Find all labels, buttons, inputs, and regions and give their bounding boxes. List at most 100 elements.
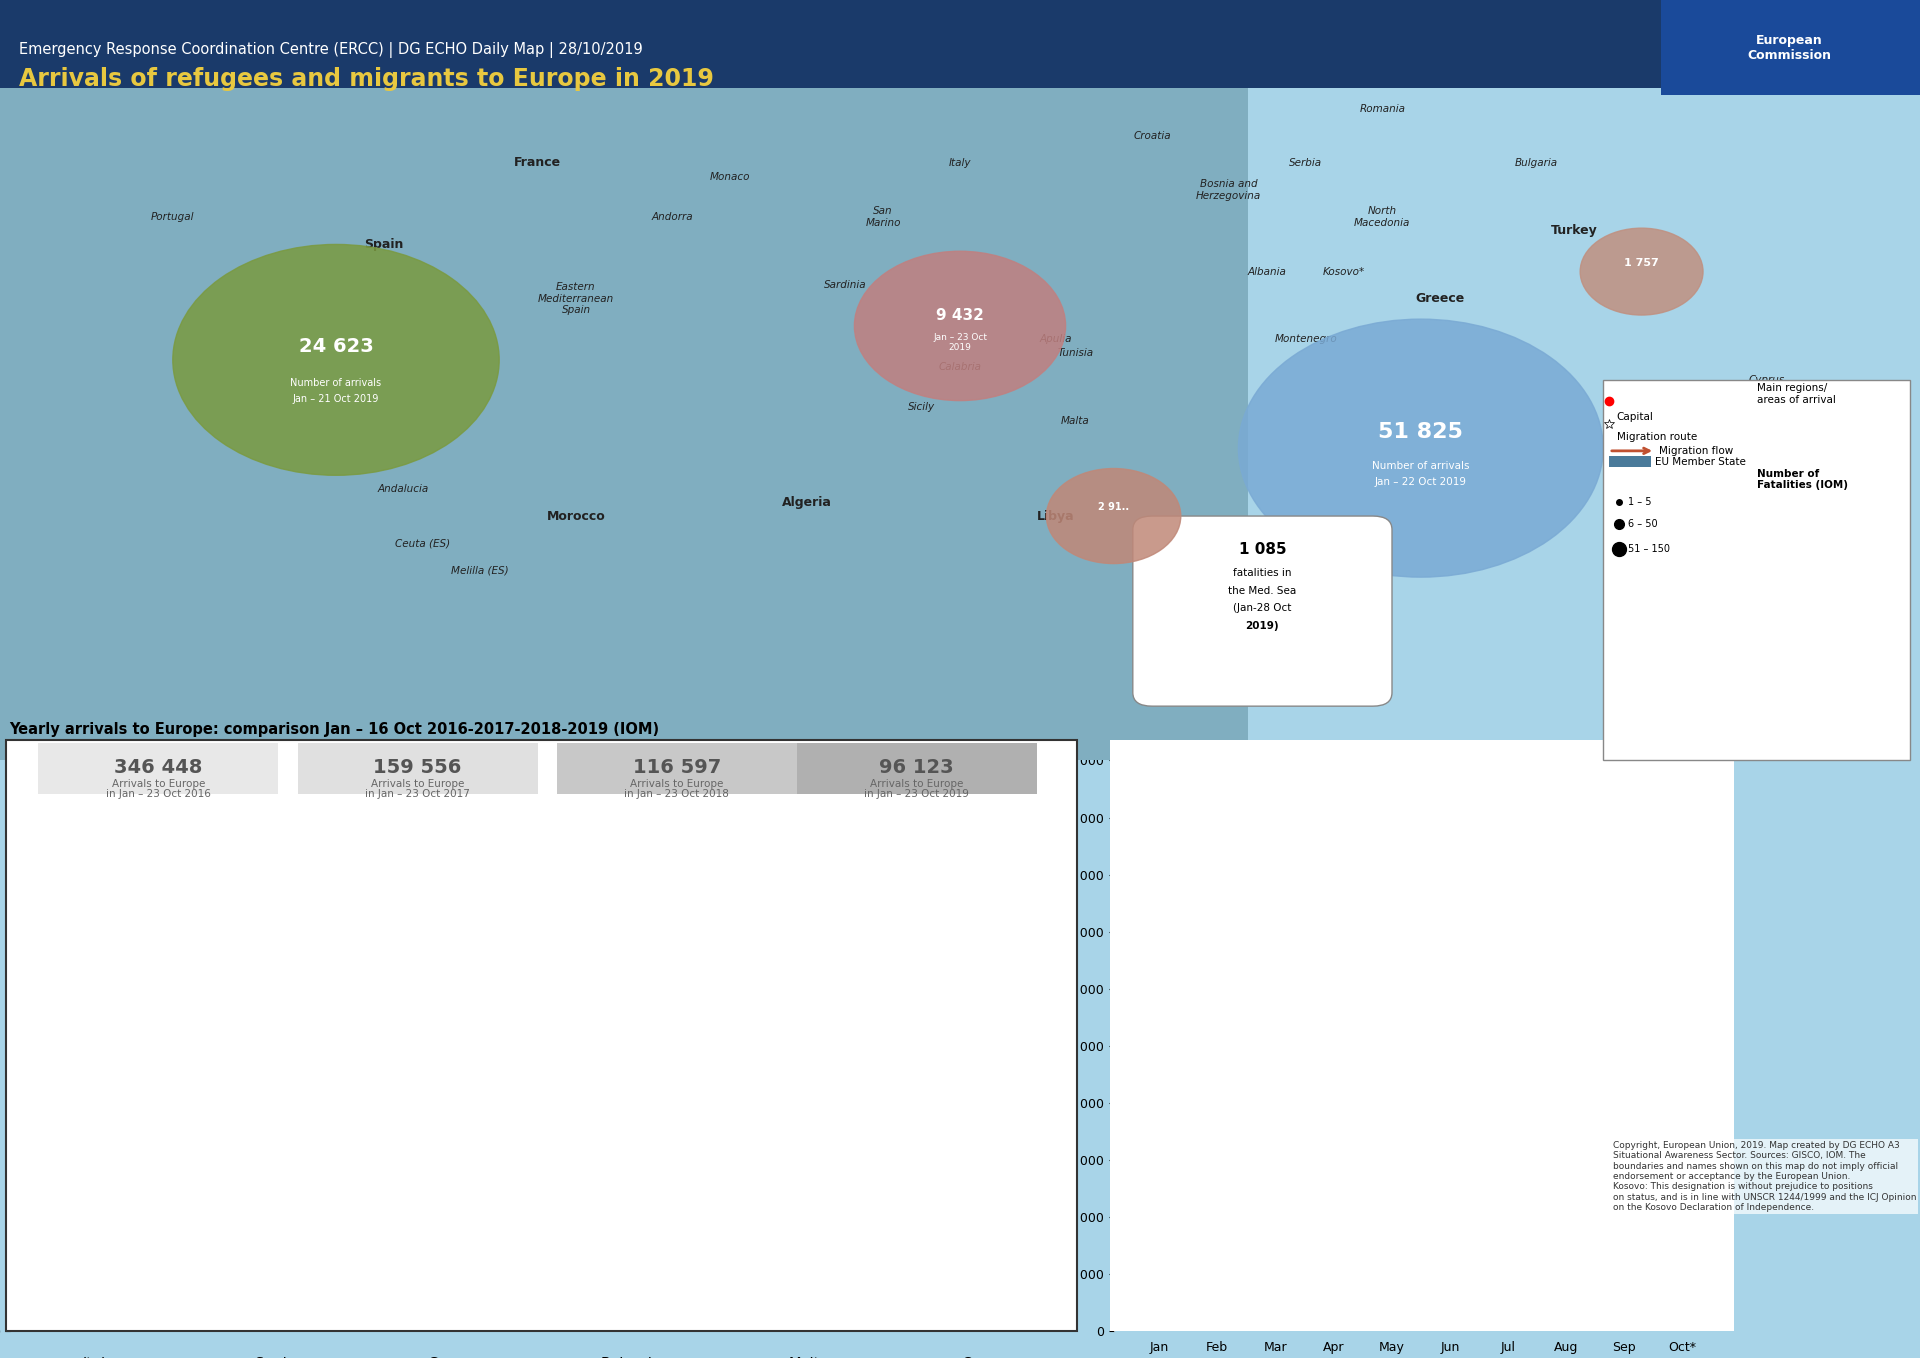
Bar bbox=[100, 1258, 129, 1331]
Text: 96 123: 96 123 bbox=[879, 759, 954, 777]
Bar bbox=[1315, 1279, 1352, 1285]
Bar bbox=[1607, 1234, 1642, 1251]
Text: Arrivals to Europe: Arrivals to Europe bbox=[111, 779, 205, 789]
Bar bbox=[424, 1252, 451, 1331]
Text: Kosovo*: Kosovo* bbox=[1323, 266, 1365, 277]
Bar bbox=[841, 1323, 870, 1331]
Text: 5 575: 5 575 bbox=[1797, 528, 1832, 539]
Circle shape bbox=[173, 244, 499, 475]
Text: (Jan-28 Oct: (Jan-28 Oct bbox=[1233, 603, 1292, 614]
Bar bbox=[215, 1305, 244, 1331]
Text: 159 556: 159 556 bbox=[372, 759, 463, 777]
Bar bbox=[1607, 1251, 1642, 1331]
Text: 116 597: 116 597 bbox=[634, 759, 720, 777]
Text: Portugal: Portugal bbox=[152, 212, 194, 223]
Bar bbox=[664, 1328, 691, 1331]
Text: Jan – 23 Oct
2019: Jan – 23 Oct 2019 bbox=[933, 333, 987, 352]
FancyBboxPatch shape bbox=[0, 0, 1920, 88]
Text: Libya: Libya bbox=[1037, 509, 1075, 523]
FancyBboxPatch shape bbox=[557, 743, 797, 794]
Text: 1 757: 1 757 bbox=[1624, 258, 1659, 269]
Text: Migration route: Migration route bbox=[1617, 432, 1697, 443]
Bar bbox=[455, 1210, 484, 1331]
Bar bbox=[1020, 1309, 1046, 1331]
Bar bbox=[131, 1300, 159, 1331]
Text: Number of arrivals: Number of arrivals bbox=[1373, 460, 1469, 471]
Text: Main regions/
areas of arrival: Main regions/ areas of arrival bbox=[1757, 383, 1836, 405]
Text: France: France bbox=[515, 156, 561, 170]
Text: Number of
Fatalities (IOM): Number of Fatalities (IOM) bbox=[1757, 469, 1847, 490]
Text: EU Member State: EU Member State bbox=[1655, 456, 1745, 467]
Text: Jan – 21 Oct 2019: Jan – 21 Oct 2019 bbox=[294, 394, 378, 405]
FancyBboxPatch shape bbox=[1110, 740, 1734, 1331]
Bar bbox=[1549, 1219, 1584, 1240]
Bar bbox=[1315, 1199, 1352, 1279]
Text: Yearly arrivals to Europe: comparison Jan – 16 Oct 2016-2017-2018-2019 (IOM): Yearly arrivals to Europe: comparison Ja… bbox=[10, 722, 660, 737]
Text: 51 825: 51 825 bbox=[1379, 422, 1463, 441]
Text: Melilla (ES): Melilla (ES) bbox=[451, 565, 509, 576]
Text: 346 448: 346 448 bbox=[113, 759, 204, 777]
Bar bbox=[1258, 1287, 1292, 1297]
Text: 6 – 50: 6 – 50 bbox=[1628, 519, 1657, 530]
Text: Andalucia: Andalucia bbox=[378, 483, 428, 494]
Bar bbox=[634, 1324, 660, 1331]
Bar bbox=[1375, 1173, 1409, 1253]
Circle shape bbox=[1046, 469, 1181, 564]
Bar bbox=[1258, 1203, 1292, 1287]
Bar bbox=[38, 872, 65, 1331]
Text: Jan – 30 Sep
2019: Jan – 30 Sep 2019 bbox=[1791, 547, 1837, 566]
Text: Turkey: Turkey bbox=[1551, 224, 1597, 238]
Text: Malta: Malta bbox=[1062, 416, 1089, 426]
Text: Greece: Greece bbox=[1415, 292, 1465, 306]
Text: fatalities in: fatalities in bbox=[1233, 568, 1292, 579]
Text: Italy: Italy bbox=[948, 158, 972, 168]
Title: 2019 monthly arrivals to
Spain, Italy and Greece (IOM): 2019 monthly arrivals to Spain, Italy an… bbox=[1294, 717, 1548, 752]
Bar bbox=[1200, 1282, 1235, 1287]
Bar bbox=[1375, 1253, 1409, 1268]
Legend: Spain, Italy, Greece: Spain, Italy, Greece bbox=[1119, 767, 1361, 790]
Text: Capital: Capital bbox=[1617, 411, 1653, 422]
Circle shape bbox=[854, 251, 1066, 401]
Text: 9 432: 9 432 bbox=[937, 307, 983, 323]
Text: in Jan – 23 Oct 2018: in Jan – 23 Oct 2018 bbox=[624, 789, 730, 799]
Bar bbox=[69, 982, 96, 1331]
FancyBboxPatch shape bbox=[0, 0, 1920, 760]
Text: Sardinia: Sardinia bbox=[824, 280, 866, 291]
Bar bbox=[486, 1181, 515, 1331]
Text: Spain: Spain bbox=[365, 238, 403, 251]
Bar bbox=[1142, 1116, 1177, 1245]
FancyBboxPatch shape bbox=[1133, 516, 1392, 706]
Text: Jan – 22 Oct 2019: Jan – 22 Oct 2019 bbox=[1375, 477, 1467, 488]
Text: 2019): 2019) bbox=[1246, 621, 1279, 631]
FancyBboxPatch shape bbox=[6, 740, 1077, 1331]
Bar bbox=[1200, 1230, 1235, 1282]
Bar bbox=[394, 792, 420, 1331]
Text: Eastern
Mediterranean
Spain: Eastern Mediterranean Spain bbox=[538, 282, 614, 315]
Text: 24 623: 24 623 bbox=[300, 337, 372, 356]
Text: Morocco: Morocco bbox=[547, 509, 605, 523]
Text: Apulia: Apulia bbox=[1041, 334, 1071, 345]
Text: Albania: Albania bbox=[1248, 266, 1286, 277]
Bar bbox=[810, 1327, 839, 1331]
FancyBboxPatch shape bbox=[1661, 0, 1920, 95]
Text: Emergency Response Coordination Centre (ERCC) | DG ECHO Daily Map | 28/10/2019: Emergency Response Coordination Centre (… bbox=[19, 42, 643, 58]
Bar bbox=[1432, 1256, 1467, 1331]
Circle shape bbox=[1580, 228, 1703, 315]
Bar bbox=[570, 1281, 599, 1331]
Bar bbox=[1432, 1105, 1467, 1234]
Text: North
Macedonia: North Macedonia bbox=[1354, 206, 1411, 228]
Text: Arrivals to Europe: Arrivals to Europe bbox=[870, 779, 964, 789]
Text: Andorra: Andorra bbox=[651, 212, 693, 223]
Text: Romania: Romania bbox=[1359, 103, 1405, 114]
Bar bbox=[1607, 892, 1642, 1234]
Bar bbox=[1665, 1297, 1699, 1331]
Text: 2 91..: 2 91.. bbox=[1098, 501, 1129, 512]
Text: Arrivals to Europe: Arrivals to Europe bbox=[371, 779, 465, 789]
FancyBboxPatch shape bbox=[38, 743, 278, 794]
Text: Number of arrivals: Number of arrivals bbox=[290, 378, 382, 388]
Text: Arrivals to Europe: Arrivals to Europe bbox=[630, 779, 724, 789]
Bar bbox=[246, 1271, 275, 1331]
Text: Tunisia: Tunisia bbox=[1058, 348, 1092, 359]
Text: in Jan – 23 Oct 2016: in Jan – 23 Oct 2016 bbox=[106, 789, 211, 799]
Text: Copyright, European Union, 2019. Map created by DG ECHO A3
Situational Awareness: Copyright, European Union, 2019. Map cre… bbox=[1613, 1141, 1916, 1213]
